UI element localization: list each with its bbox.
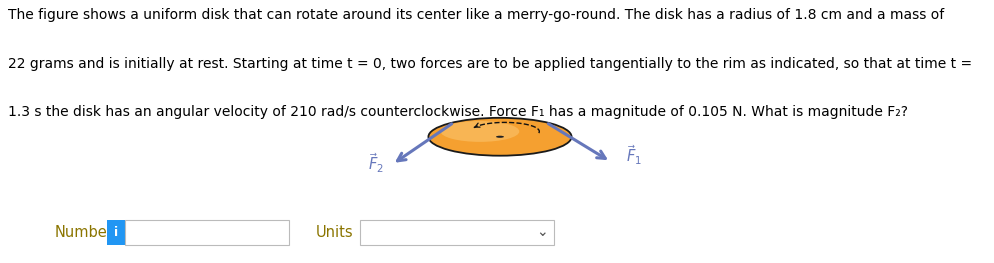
Text: $\vec{F}_1$: $\vec{F}_1$ [625, 143, 641, 167]
Text: Number: Number [55, 225, 113, 240]
Text: 1.3 s the disk has an angular velocity of 210 rad/s counterclockwise. Force F₁ h: 1.3 s the disk has an angular velocity o… [8, 105, 908, 119]
Text: 22 grams and is initially at rest. Starting at time t = 0, two forces are to be : 22 grams and is initially at rest. Start… [8, 57, 972, 70]
FancyBboxPatch shape [107, 220, 125, 245]
Circle shape [496, 136, 504, 138]
Text: i: i [114, 226, 118, 239]
Text: ⌄: ⌄ [536, 225, 548, 239]
Text: Units: Units [316, 225, 354, 240]
Circle shape [440, 121, 519, 142]
Text: $\vec{F}_2$: $\vec{F}_2$ [369, 151, 385, 175]
Text: The figure shows a uniform disk that can rotate around its center like a merry-g: The figure shows a uniform disk that can… [8, 8, 944, 22]
FancyBboxPatch shape [360, 220, 554, 245]
Circle shape [428, 118, 572, 156]
FancyBboxPatch shape [125, 220, 289, 245]
